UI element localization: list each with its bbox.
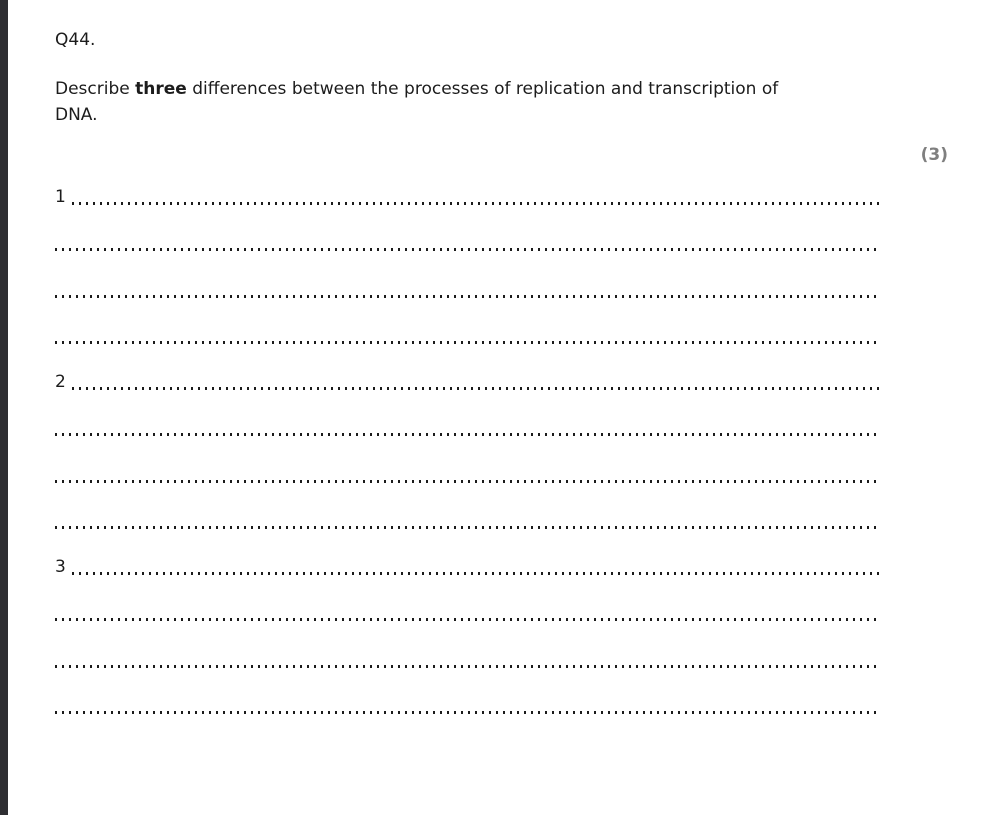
answer-line	[55, 651, 881, 669]
dotted-line	[71, 387, 881, 390]
dotted-line	[55, 665, 881, 668]
dotted-line	[71, 202, 881, 205]
dotted-line	[55, 433, 881, 436]
answer-number: 3	[55, 557, 66, 577]
viewer-background-edge	[0, 0, 8, 815]
answer-line	[55, 466, 881, 484]
answer-number: 1	[55, 187, 66, 207]
answer-line	[55, 234, 881, 252]
answer-line	[55, 512, 881, 530]
prompt-text-bold: three	[135, 79, 187, 99]
answer-number: 2	[55, 372, 66, 392]
dotted-line	[55, 711, 881, 714]
answer-line	[55, 281, 881, 299]
dotted-line	[55, 480, 881, 483]
answer-line-numbered: 3	[55, 558, 881, 576]
answer-line-numbered: 2	[55, 373, 881, 391]
dotted-line	[55, 618, 881, 621]
dotted-line	[55, 526, 881, 529]
marks-badge: (3)	[920, 145, 948, 165]
answer-line	[55, 604, 881, 622]
prompt-text-prefix: Describe	[55, 79, 136, 99]
answer-line-numbered: 1	[55, 188, 881, 206]
dotted-line	[55, 248, 881, 251]
question-prompt: Describe three differences between the p…	[55, 76, 825, 128]
question-number: Q44.	[55, 30, 96, 50]
dotted-line	[71, 572, 881, 575]
prompt-text-suffix: differences between the processes of rep…	[55, 79, 779, 125]
dotted-line	[55, 341, 881, 344]
answer-line	[55, 419, 881, 437]
answer-line	[55, 697, 881, 715]
dotted-line	[55, 295, 881, 298]
answer-line	[55, 327, 881, 345]
